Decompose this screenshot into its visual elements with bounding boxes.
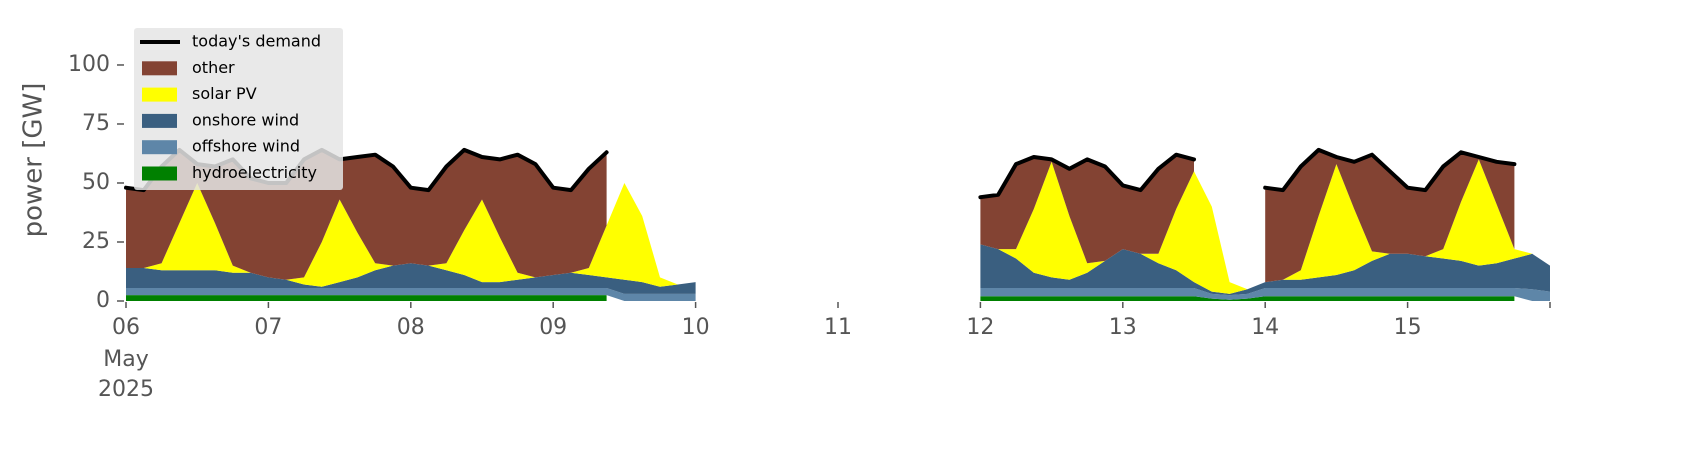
y-tick-label: 100 (68, 52, 110, 77)
y-tick-label: 75 (82, 111, 110, 136)
x-tick-label: 08 (397, 315, 425, 340)
area (126, 288, 1550, 301)
legend-label: hydroelectricity (192, 163, 317, 182)
plot-area (124, 147, 1550, 301)
legend-label: offshore wind (192, 137, 300, 156)
legend-swatch (142, 140, 177, 155)
x-tick-sublabel: 2025 (98, 377, 154, 402)
y-tick-label: 25 (82, 229, 110, 254)
legend: today's demand other solar PV onshore wind o… (134, 28, 343, 190)
x-tick-label: 09 (539, 315, 567, 340)
legend-label: onshore wind (192, 110, 299, 129)
legend-swatch (142, 113, 177, 128)
y-axis-label: power [GW] (19, 83, 49, 238)
area (126, 159, 1533, 294)
y-tick-label: 0 (96, 288, 110, 313)
legend-swatch (142, 166, 177, 181)
legend-label: today's demand (192, 32, 321, 51)
area (126, 244, 1550, 296)
x-tick-label: 07 (254, 315, 282, 340)
legend-swatch (142, 61, 177, 76)
y-tick-label: 50 (82, 170, 110, 195)
x-tick-label: 11 (824, 315, 852, 340)
x-tick-label: 12 (966, 315, 994, 340)
legend-label: other (192, 58, 235, 77)
x-tick-label: 13 (1109, 315, 1137, 340)
area (126, 295, 1515, 301)
legend-label: solar PV (192, 84, 257, 103)
x-tick-sublabel: May (103, 347, 148, 372)
legend-swatch (142, 87, 177, 102)
x-tick-label: 06 (112, 315, 140, 340)
x-tick-label: 15 (1394, 315, 1422, 340)
legend-box (134, 28, 343, 190)
x-tick-label: 10 (682, 315, 710, 340)
area (126, 149, 1515, 283)
x-tick-label: 14 (1251, 315, 1279, 340)
